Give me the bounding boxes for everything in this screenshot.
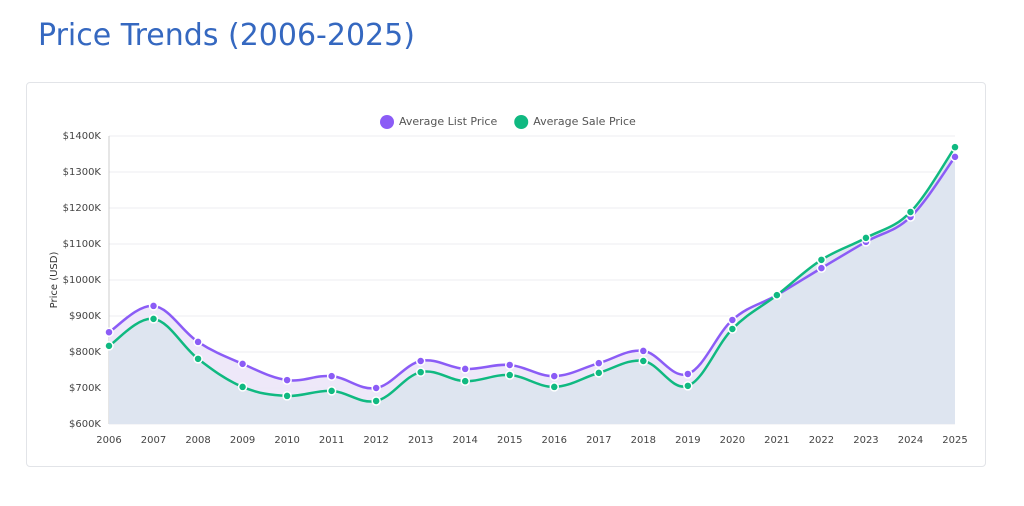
- x-tick-label: 2023: [853, 435, 878, 446]
- point: [371, 396, 381, 406]
- point: [861, 233, 871, 243]
- point: [460, 364, 470, 374]
- x-tick-label: 2019: [675, 435, 700, 446]
- point: [950, 152, 960, 162]
- point: [148, 301, 159, 311]
- x-tick-label: 2014: [452, 435, 477, 446]
- x-tick-label: 2018: [631, 435, 656, 446]
- y-tick-label: $1200K: [63, 203, 102, 214]
- y-axis-label: Price (USD): [49, 252, 60, 309]
- point: [549, 371, 560, 381]
- chart-card: [26, 82, 986, 467]
- y-tick-label: $1300K: [63, 167, 102, 178]
- point: [148, 314, 159, 324]
- point: [460, 376, 470, 386]
- x-tick-label: 2010: [274, 435, 299, 446]
- x-tick-label: 2015: [497, 435, 522, 446]
- y-tick-label: $800K: [69, 347, 101, 358]
- point: [193, 337, 203, 347]
- x-tick-label: 2017: [586, 435, 611, 446]
- point: [727, 315, 738, 325]
- point: [772, 290, 782, 300]
- point: [638, 356, 649, 366]
- y-tick-label: $700K: [69, 383, 101, 394]
- point: [638, 346, 649, 356]
- x-tick-label: 2006: [96, 435, 121, 446]
- point: [237, 359, 248, 369]
- point: [326, 386, 337, 396]
- point: [816, 255, 827, 265]
- point: [594, 358, 604, 368]
- x-tick-label: 2021: [764, 435, 789, 446]
- x-tick-label: 2020: [720, 435, 745, 446]
- legend-marker: [514, 115, 529, 129]
- legend-marker: [380, 115, 394, 129]
- legend-label: Average Sale Price: [533, 115, 636, 128]
- point: [727, 324, 738, 334]
- x-tick-label: 2009: [230, 435, 255, 446]
- point: [237, 382, 248, 392]
- point: [816, 263, 827, 273]
- area: [109, 147, 955, 424]
- y-tick-label: $600K: [69, 419, 101, 430]
- point: [594, 368, 604, 378]
- y-tick-label: $900K: [69, 311, 101, 322]
- y-tick-label: $1400K: [63, 131, 102, 142]
- point: [371, 383, 381, 393]
- point: [950, 142, 960, 152]
- x-tick-label: 2012: [363, 435, 388, 446]
- point: [683, 369, 693, 379]
- y-tick-label: $1100K: [63, 239, 102, 250]
- point: [282, 375, 292, 385]
- point: [905, 207, 916, 217]
- point: [104, 327, 114, 337]
- x-tick-label: 2016: [542, 435, 567, 446]
- x-tick-label: 2011: [319, 435, 344, 446]
- point: [326, 371, 337, 381]
- point: [549, 382, 560, 392]
- point: [193, 354, 203, 364]
- point: [282, 391, 292, 401]
- y-tick-label: $1000K: [63, 275, 102, 286]
- page-title: Price Trends (2006-2025): [38, 18, 415, 53]
- x-tick-label: 2013: [408, 435, 433, 446]
- point: [415, 367, 426, 377]
- point: [504, 370, 515, 380]
- point: [415, 356, 426, 366]
- x-tick-label: 2007: [141, 435, 166, 446]
- point: [504, 360, 515, 370]
- point: [683, 381, 693, 391]
- legend-label: Average List Price: [399, 115, 497, 128]
- x-tick-label: 2024: [898, 435, 923, 446]
- point: [104, 341, 114, 351]
- x-tick-label: 2008: [185, 435, 210, 446]
- x-tick-label: 2022: [809, 435, 834, 446]
- x-tick-label: 2025: [942, 435, 967, 446]
